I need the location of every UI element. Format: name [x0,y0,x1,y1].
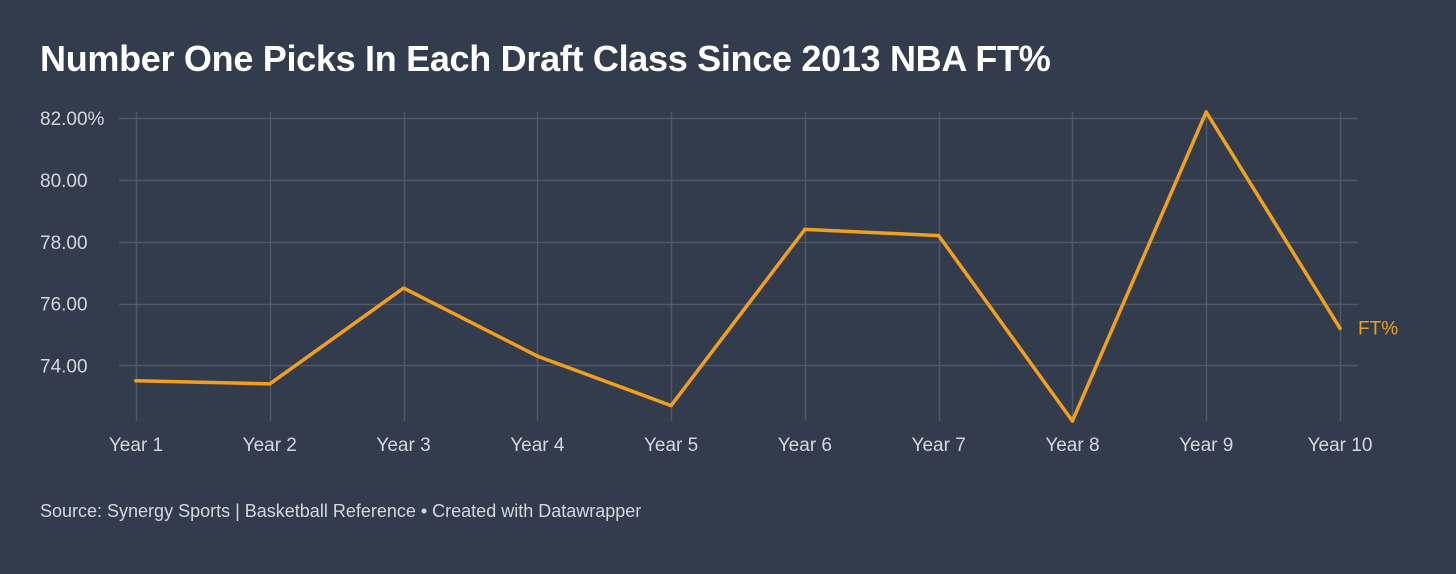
source-note: Source: Synergy Sports | Basketball Refe… [40,501,642,521]
chart-title: Number One Picks In Each Draft Class Sin… [40,38,1051,79]
x-tick-label: Year 10 [1308,435,1373,456]
x-tick-label: Year 2 [243,435,297,456]
x-axis-labels: Year 1 Year 2 Year 3 Year 4 Year 5 Year 6 Year… [109,435,1373,456]
series-line-ft-percent [134,110,1342,423]
x-tick-label: Year 8 [1045,435,1099,456]
y-tick-label: 80.00 [40,171,88,192]
horizontal-gridlines [119,117,1358,367]
data-point [803,227,807,232]
y-tick-label: 74.00 [40,356,88,377]
x-tick-label: Year 3 [376,435,430,456]
data-point [669,403,673,408]
x-tick-label: Year 7 [912,435,966,456]
x-tick-label: Year 5 [644,435,698,456]
data-point [1204,110,1208,114]
x-tick-label: Year 4 [510,435,565,456]
x-tick-label: Year 9 [1179,435,1233,456]
x-tick-label: Year 1 [109,435,163,456]
data-point [268,382,272,386]
data-point [1070,419,1075,423]
series-layer: FT% [134,110,1398,423]
data-point [535,354,540,358]
data-point [1338,326,1342,331]
vertical-gridlines [135,112,1342,421]
data-point [401,286,406,290]
data-point [134,379,138,383]
series-label: FT% [1358,318,1398,339]
y-axis-labels: 82.00% 80.00 78.00 76.00 74.00 [40,109,105,377]
y-tick-label: 76.00 [40,295,88,316]
y-tick-label: 78.00 [40,233,88,254]
data-point [936,233,941,238]
y-tick-label: 82.00% [40,109,105,130]
x-tick-label: Year 6 [778,435,832,456]
